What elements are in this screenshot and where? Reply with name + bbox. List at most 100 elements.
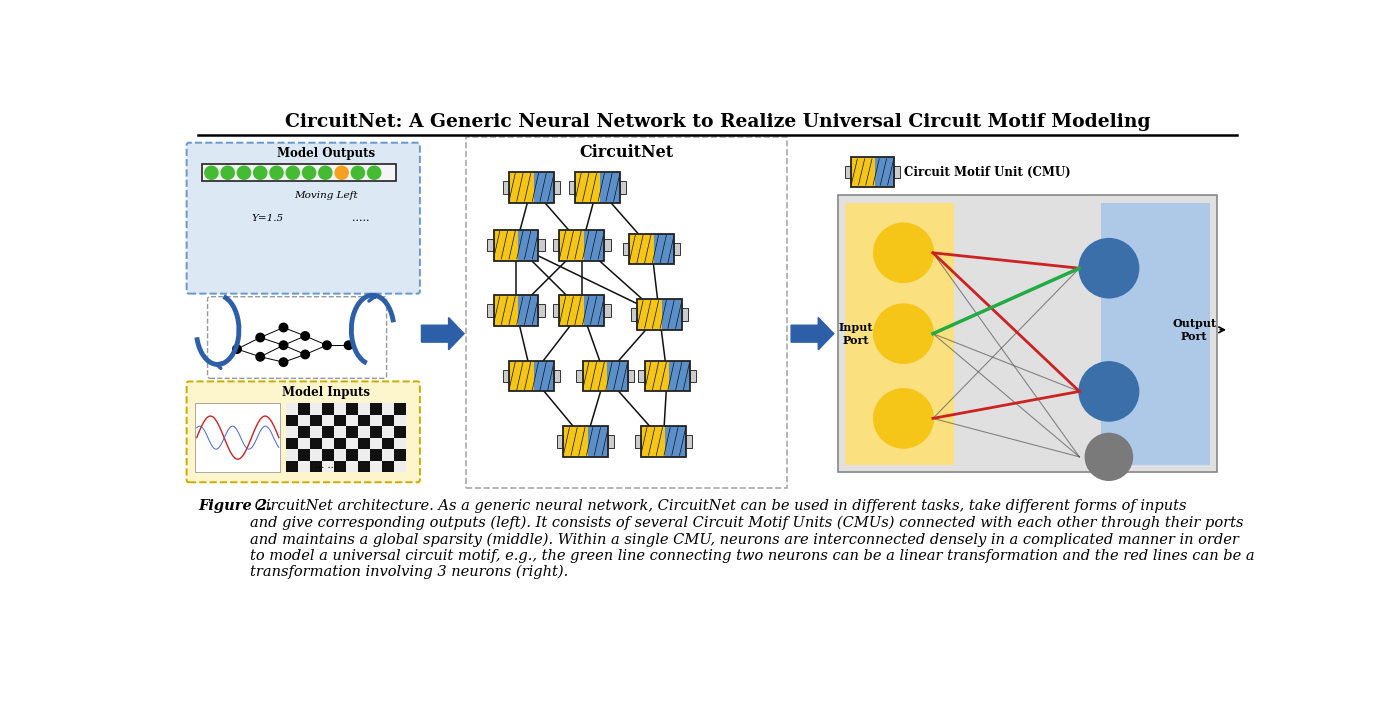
Bar [370, 438, 382, 449]
Bar [637, 299, 682, 330]
Circle shape [301, 350, 309, 359]
Bar [554, 181, 560, 193]
Circle shape [256, 333, 265, 342]
Bar [382, 426, 393, 438]
Bar [539, 304, 545, 316]
Bar [370, 449, 382, 461]
Bar [286, 461, 298, 472]
Bar [358, 461, 370, 472]
Bar [346, 414, 358, 426]
Bar [333, 449, 346, 461]
Circle shape [238, 166, 251, 179]
Bar [286, 426, 298, 438]
Bar [557, 435, 563, 447]
Bar [608, 435, 615, 447]
Bar [851, 157, 893, 187]
Bar [584, 295, 605, 326]
Bar [518, 295, 539, 326]
Bar [358, 426, 370, 438]
Bar [560, 295, 605, 326]
Bar [560, 229, 584, 261]
FancyArrow shape [421, 317, 463, 350]
Bar [309, 414, 322, 426]
FancyBboxPatch shape [186, 143, 420, 294]
Bar [893, 166, 900, 178]
Circle shape [301, 332, 309, 341]
Text: Model Inputs: Model Inputs [283, 387, 370, 399]
Bar [518, 229, 539, 261]
Bar [333, 438, 346, 449]
Circle shape [256, 353, 265, 361]
Text: CircuitNet: A Generic Neural Network to Realize Universal Circuit Motif Modeling: CircuitNet: A Generic Neural Network to … [284, 113, 1151, 131]
Bar [298, 403, 309, 414]
Circle shape [335, 166, 349, 179]
Bar [487, 304, 494, 316]
Bar [644, 360, 690, 392]
Bar [298, 449, 309, 461]
Bar [370, 403, 382, 414]
Bar [1102, 202, 1210, 464]
Text: Circuit Motif Unit (CMU): Circuit Motif Unit (CMU) [903, 166, 1070, 178]
Bar [503, 370, 510, 382]
Bar [382, 449, 393, 461]
Bar [588, 426, 608, 457]
Bar [690, 370, 696, 382]
Bar [195, 403, 280, 472]
Bar [322, 438, 333, 449]
Bar [370, 426, 382, 438]
Bar [638, 370, 644, 382]
Bar [322, 426, 333, 438]
Circle shape [351, 166, 364, 179]
Bar [322, 461, 333, 472]
Bar [370, 414, 382, 426]
Bar [637, 299, 662, 330]
Bar [553, 304, 560, 316]
Bar [309, 426, 322, 438]
Bar [346, 449, 358, 461]
Bar [494, 295, 518, 326]
Bar [286, 438, 298, 449]
Circle shape [286, 166, 300, 179]
Bar [346, 403, 358, 414]
Bar [298, 461, 309, 472]
Bar [846, 202, 953, 464]
Text: Input
Port: Input Port [839, 321, 872, 346]
Text: Model Outputs: Model Outputs [277, 147, 375, 160]
Circle shape [874, 389, 932, 447]
Bar [382, 414, 393, 426]
Bar [582, 360, 627, 392]
Text: Y=1.5: Y=1.5 [252, 214, 284, 223]
Bar [608, 360, 627, 392]
Bar [382, 403, 393, 414]
Bar [333, 403, 346, 414]
Bar [393, 414, 406, 426]
Bar [875, 157, 893, 187]
Bar [577, 370, 582, 382]
Bar [346, 438, 358, 449]
Bar [382, 461, 393, 472]
Bar [286, 403, 298, 414]
Bar [575, 172, 599, 202]
Bar [358, 403, 370, 414]
Bar [298, 426, 309, 438]
Text: .....: ..... [353, 213, 370, 223]
Bar [533, 172, 554, 202]
Circle shape [322, 341, 332, 350]
Bar [322, 449, 333, 461]
Bar [539, 239, 545, 251]
Bar [370, 461, 382, 472]
Bar [309, 461, 322, 472]
Circle shape [232, 345, 241, 353]
Circle shape [1079, 362, 1138, 421]
Bar [333, 414, 346, 426]
Circle shape [302, 166, 315, 179]
Bar [553, 239, 560, 251]
Circle shape [319, 166, 332, 179]
Bar [533, 360, 554, 392]
Bar [563, 426, 608, 457]
Bar [629, 234, 675, 264]
Circle shape [221, 166, 234, 179]
Circle shape [368, 166, 381, 179]
Bar [358, 449, 370, 461]
Bar [599, 172, 620, 202]
